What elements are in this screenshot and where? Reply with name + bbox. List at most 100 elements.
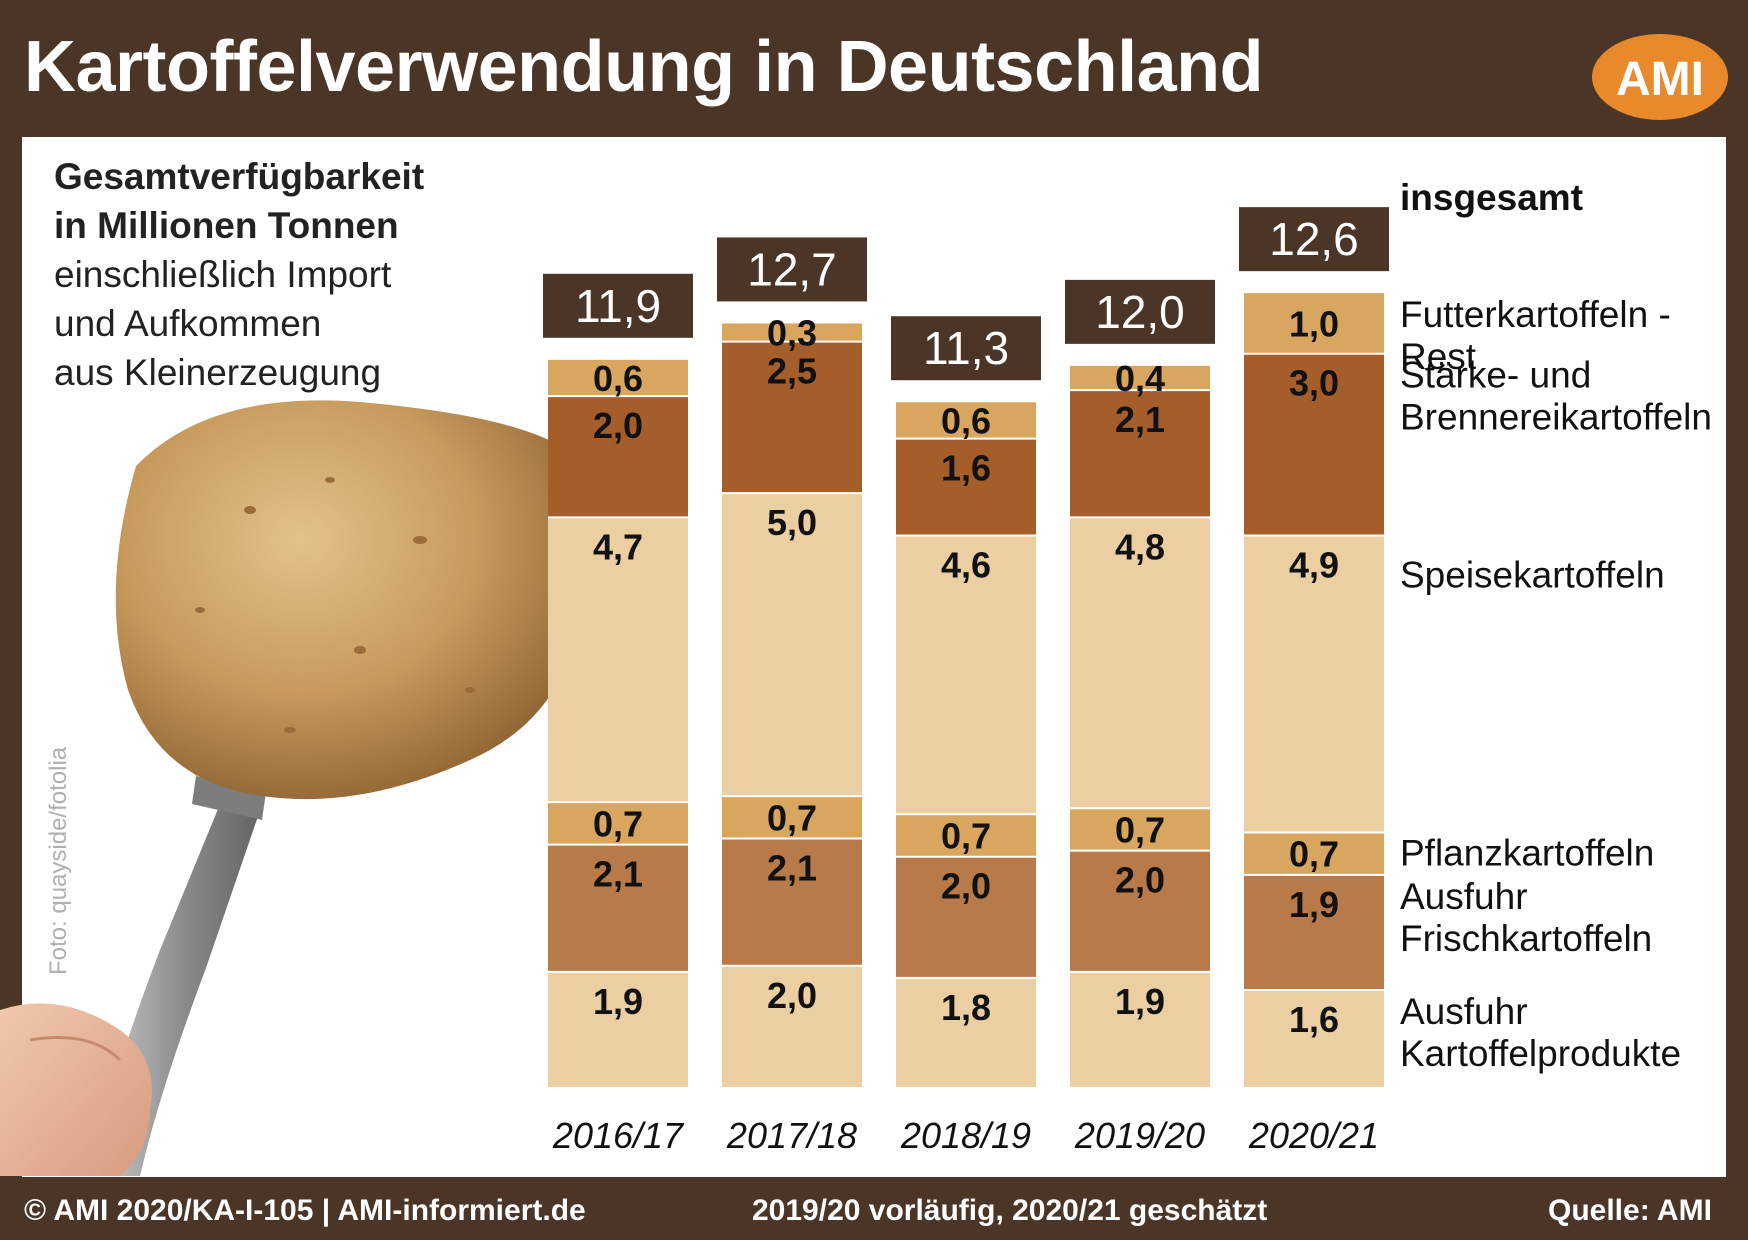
bar-segment <box>1244 293 1384 354</box>
data-label: 4,9 <box>1289 545 1339 586</box>
data-label: 2,1 <box>593 854 643 895</box>
data-label: 2,0 <box>593 405 643 446</box>
total-box <box>1065 279 1215 344</box>
bar-segment <box>1244 874 1384 991</box>
bar-segment <box>722 796 862 839</box>
data-label: 1,0 <box>1289 303 1339 344</box>
bar-segment <box>896 535 1036 815</box>
subtitle-line-4: und Aufkommen <box>54 303 322 344</box>
legend-label: Futterkartoffeln - <box>1400 294 1671 335</box>
legend-label: Kartoffelprodukte <box>1400 1033 1681 1074</box>
bar-segment <box>896 856 1036 978</box>
legend-label: Frischkartoffeln <box>1400 918 1652 959</box>
chart-subtitle: Gesamtverfügbarkeit in Millionen Tonnen … <box>54 152 424 397</box>
total-label: 12,7 <box>747 243 837 295</box>
data-label: 2,0 <box>767 975 817 1016</box>
data-label: 1,9 <box>1115 981 1165 1022</box>
footer-note: 2019/20 vorläufig, 2020/21 geschätzt <box>752 1194 1268 1227</box>
footer-source: Quelle: AMI <box>1548 1194 1712 1227</box>
bar-segment <box>1070 390 1210 518</box>
data-label: 2,1 <box>1115 399 1165 440</box>
legend-label: Stärke- und <box>1400 355 1591 396</box>
data-label: 1,6 <box>941 448 991 489</box>
data-label: 2,1 <box>767 848 817 889</box>
data-label: 1,6 <box>1289 999 1339 1040</box>
bar-segment <box>896 402 1036 439</box>
data-label: 0,7 <box>941 816 991 857</box>
data-label: 4,7 <box>593 526 643 567</box>
subtitle-line-1: Gesamtverfügbarkeit <box>54 156 425 197</box>
legend-label: Pflanzkartoffeln <box>1400 833 1654 874</box>
bar-segment <box>722 341 862 494</box>
data-label: 2,5 <box>767 351 817 392</box>
bar-segment <box>722 323 862 342</box>
x-tick-label: 2017/18 <box>726 1115 857 1156</box>
legend-label: Rest <box>1400 336 1477 377</box>
bar-segment <box>1244 535 1384 833</box>
data-label: 1,9 <box>1289 884 1339 925</box>
bar-segment <box>1070 850 1210 972</box>
data-label: 4,6 <box>941 545 991 586</box>
bar-segment <box>1244 353 1384 536</box>
bar-segment <box>1244 832 1384 875</box>
total-box <box>891 316 1041 381</box>
data-label: 0,7 <box>593 803 643 844</box>
bar-segment <box>548 844 688 972</box>
data-label: 1,8 <box>941 987 991 1028</box>
total-box <box>717 237 867 302</box>
data-label: 0,7 <box>1289 834 1339 875</box>
footer-copyright: © AMI 2020/KA-I-105 | AMI-informiert.de <box>24 1194 586 1227</box>
data-label: 0,7 <box>767 797 817 838</box>
x-tick-label: 2020/21 <box>1248 1115 1379 1156</box>
bar-segment <box>896 977 1036 1087</box>
data-label: 2,0 <box>1115 860 1165 901</box>
bar-segment <box>548 396 688 518</box>
bar-segment <box>548 802 688 845</box>
bar-segment <box>1070 808 1210 851</box>
data-label: 0,7 <box>1115 809 1165 850</box>
data-label: 5,0 <box>767 502 817 543</box>
bar-segment <box>548 517 688 803</box>
bar-segment <box>722 965 862 1087</box>
bar-segment <box>896 814 1036 857</box>
total-label: 12,6 <box>1269 213 1359 265</box>
data-label: 0,3 <box>767 313 817 354</box>
bar-segment <box>548 359 688 397</box>
subtitle-line-5: aus Kleinerzeugung <box>54 352 382 393</box>
potato-photo <box>0 400 578 1176</box>
data-label: 0,6 <box>593 358 643 399</box>
total-label: 11,9 <box>575 280 661 332</box>
x-tick-label: 2018/19 <box>900 1115 1031 1156</box>
subtitle-line-2: in Millionen Tonnen <box>54 205 399 246</box>
total-box <box>543 273 693 338</box>
subtitle-line-3: einschließlich Import <box>54 254 392 295</box>
page-title: Kartoffelverwendung in Deutschland <box>24 27 1264 107</box>
legend-label: Ausfuhr <box>1400 991 1528 1032</box>
bar-segment <box>1070 971 1210 1087</box>
x-tick-label: 2016/17 <box>552 1115 685 1156</box>
bar-segment <box>1244 990 1384 1087</box>
bar-segment <box>722 493 862 797</box>
logo-text: AMI <box>1616 53 1704 106</box>
legend-label: Speisekartoffeln <box>1400 555 1665 596</box>
bar-segment <box>548 971 688 1087</box>
data-label: 2,0 <box>941 866 991 907</box>
legend-label: Ausfuhr <box>1400 876 1528 917</box>
legend-label: Brennereikartoffeln <box>1400 397 1712 438</box>
total-label: 12,0 <box>1095 286 1185 338</box>
total-label: 11,3 <box>923 322 1009 374</box>
bar-segment <box>896 438 1036 536</box>
legend-total-label: insgesamt <box>1400 177 1583 218</box>
data-label: 0,4 <box>1115 358 1165 399</box>
x-tick-label: 2019/20 <box>1074 1115 1205 1156</box>
bar-segment <box>722 838 862 966</box>
data-label: 1,9 <box>593 981 643 1022</box>
data-label: 0,6 <box>941 400 991 441</box>
data-label: 4,8 <box>1115 526 1165 567</box>
ami-logo: AMI <box>1592 34 1728 120</box>
bar-segment <box>1070 365 1210 391</box>
bar-segment <box>1070 517 1210 809</box>
total-box <box>1239 207 1389 272</box>
data-label: 3,0 <box>1289 363 1339 404</box>
